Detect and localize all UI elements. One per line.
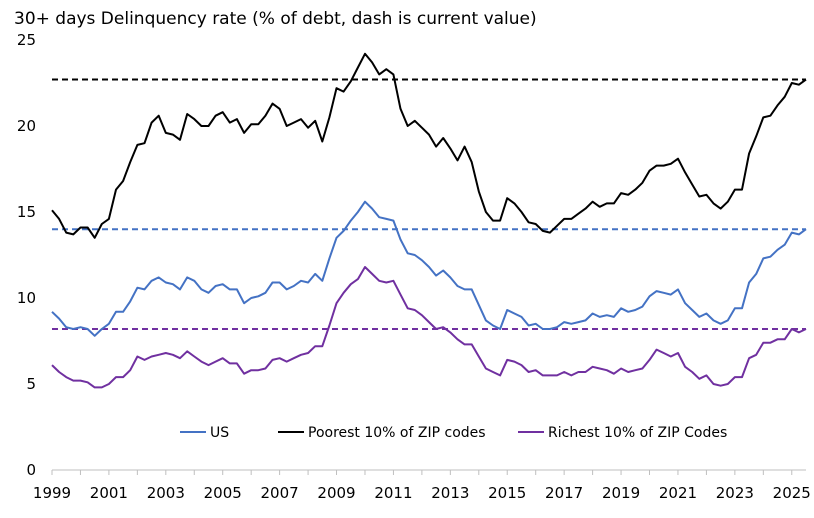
x-tick-label: 2009 — [317, 484, 355, 502]
series-lines — [51, 52, 807, 389]
x-tick-label: 2013 — [431, 484, 469, 502]
legend: US Poorest 10% of ZIP codes Richest 10% of… — [180, 425, 727, 441]
y-tick-label: 0 — [26, 461, 36, 479]
x-tick-label: 2025 — [773, 484, 811, 502]
legend-label: US — [210, 425, 229, 441]
x-tick-label: 2017 — [545, 484, 583, 502]
y-tick-label: 10 — [17, 289, 36, 307]
series-line-1 — [51, 52, 807, 239]
x-tick-label: 2015 — [488, 484, 526, 502]
y-axis: 0 5 10 15 20 25 — [17, 31, 36, 479]
x-axis: 1999 2001 2003 2005 2007 2009 2011 2013 2015 2017… — [33, 469, 811, 502]
x-tick-label: 2001 — [90, 484, 128, 502]
series-line-2 — [51, 266, 807, 389]
legend-label: Richest 10% of ZIP Codes — [548, 425, 727, 441]
y-tick-label: 5 — [26, 375, 36, 393]
y-tick-label: 20 — [17, 117, 36, 135]
x-tick-label: 2005 — [204, 484, 242, 502]
y-tick-label: 25 — [17, 31, 36, 49]
x-tick-label: 1999 — [33, 484, 71, 502]
x-tick-label: 2019 — [602, 484, 640, 502]
x-tick-label: 2003 — [147, 484, 185, 502]
x-tick-label: 2023 — [716, 484, 754, 502]
current-value-lines — [52, 78, 806, 330]
series-line-0 — [51, 200, 807, 337]
y-tick-label: 15 — [17, 203, 36, 221]
x-tick-label: 2021 — [659, 484, 697, 502]
chart-title: 30+ days Delinquency rate (% of debt, da… — [14, 9, 537, 29]
x-tick-label: 2007 — [261, 484, 299, 502]
legend-label: Poorest 10% of ZIP codes — [308, 425, 486, 441]
x-tick-label: 2011 — [374, 484, 412, 502]
